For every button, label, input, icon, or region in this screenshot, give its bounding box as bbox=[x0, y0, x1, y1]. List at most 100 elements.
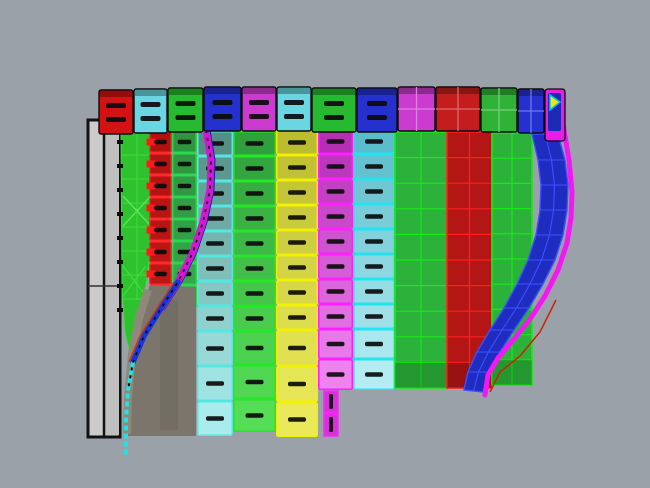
panel-label bbox=[288, 345, 306, 351]
wedge-brace-line bbox=[122, 195, 152, 227]
top-panel[interactable] bbox=[517, 88, 545, 134]
panel-clip-mark bbox=[146, 138, 156, 146]
panel-label bbox=[245, 191, 264, 196]
surface-rim-strip bbox=[482, 109, 575, 398]
panel-column-magenta-tab[interactable] bbox=[323, 390, 339, 437]
panel-top-face bbox=[169, 89, 202, 95]
panel-label bbox=[106, 117, 126, 122]
top-panel[interactable] bbox=[276, 86, 312, 132]
panel-top-face bbox=[205, 88, 240, 94]
edge-tick-marks bbox=[117, 140, 123, 312]
top-panel[interactable] bbox=[311, 87, 357, 133]
panel-label bbox=[326, 372, 345, 377]
panel-label bbox=[154, 249, 167, 255]
panel-top-face bbox=[135, 90, 166, 96]
panel-column-teal[interactable] bbox=[197, 131, 233, 436]
panel-column-red-grid[interactable] bbox=[446, 131, 493, 389]
cast-shadow-inner bbox=[160, 300, 178, 430]
panel-label bbox=[249, 114, 269, 119]
panel-label bbox=[365, 189, 383, 194]
panel-label bbox=[245, 216, 264, 221]
panel-label bbox=[245, 166, 264, 171]
panel-label bbox=[245, 345, 264, 351]
panel-label bbox=[326, 341, 345, 347]
panel-clip-mark bbox=[146, 270, 156, 278]
top-panel[interactable] bbox=[480, 87, 518, 133]
wedge-brace-line bbox=[122, 265, 147, 297]
panel-clip-mark bbox=[146, 160, 156, 168]
panel-column-green-grid[interactable] bbox=[394, 131, 448, 389]
panel-label bbox=[154, 183, 167, 189]
panel-column-cyan[interactable] bbox=[353, 129, 395, 390]
panel-label bbox=[177, 227, 192, 233]
panel-label bbox=[288, 265, 306, 270]
panel-label bbox=[206, 266, 224, 271]
panel-label bbox=[245, 316, 264, 321]
panel-label bbox=[288, 315, 306, 320]
panel[interactable] bbox=[311, 87, 357, 133]
tick-mark bbox=[117, 284, 123, 288]
panel[interactable] bbox=[203, 86, 242, 132]
panel-label bbox=[206, 381, 224, 386]
top-row-rim-block[interactable] bbox=[544, 88, 566, 142]
panel-label bbox=[177, 161, 192, 167]
section-curve-cyan-dashed bbox=[124, 361, 135, 455]
panel-label bbox=[367, 115, 387, 120]
panel-label bbox=[365, 372, 383, 377]
panel-column-yellow[interactable] bbox=[276, 130, 318, 437]
panel-label bbox=[140, 102, 161, 107]
panel[interactable] bbox=[356, 87, 398, 133]
tick-mark bbox=[117, 236, 123, 240]
panel-label bbox=[365, 214, 383, 219]
panel-clip-mark bbox=[146, 248, 156, 256]
panel-label bbox=[206, 346, 224, 351]
top-panel[interactable] bbox=[356, 87, 398, 133]
panel-label bbox=[245, 266, 264, 271]
panel[interactable] bbox=[98, 89, 134, 135]
panel[interactable] bbox=[276, 86, 312, 132]
panel-label bbox=[326, 289, 345, 294]
top-panel[interactable] bbox=[397, 86, 436, 132]
tick-mark bbox=[117, 188, 123, 192]
tick-mark bbox=[117, 164, 123, 168]
panel[interactable] bbox=[241, 86, 277, 132]
panel-label bbox=[288, 190, 306, 195]
panel-label bbox=[365, 239, 383, 244]
panel-label bbox=[206, 416, 224, 421]
panel-label bbox=[288, 165, 306, 170]
panel-label bbox=[365, 139, 383, 144]
panel-label bbox=[324, 101, 344, 106]
panel-top-face bbox=[100, 91, 132, 97]
panel[interactable] bbox=[133, 88, 168, 134]
panel-column-green[interactable] bbox=[233, 131, 276, 432]
panel-label bbox=[154, 271, 167, 277]
panel-label bbox=[177, 183, 192, 189]
grid-bottom-shade bbox=[395, 362, 447, 388]
top-panel[interactable] bbox=[98, 89, 134, 135]
panel-label bbox=[177, 249, 192, 255]
panel-label bbox=[324, 115, 344, 120]
panel-label bbox=[245, 291, 264, 296]
section-curve-orange-line bbox=[128, 281, 175, 363]
top-panel[interactable] bbox=[435, 86, 481, 132]
grid-bottom-shade bbox=[492, 359, 532, 385]
top-panel[interactable] bbox=[167, 87, 204, 133]
panel-label bbox=[177, 205, 192, 211]
top-panel-row bbox=[98, 86, 566, 142]
panel-label bbox=[326, 214, 345, 219]
panel-label bbox=[206, 241, 224, 246]
top-panel[interactable] bbox=[241, 86, 277, 132]
top-panel[interactable] bbox=[203, 86, 242, 132]
panel-clip-mark bbox=[146, 226, 156, 234]
panel-top-face bbox=[243, 88, 275, 94]
top-panel[interactable] bbox=[133, 88, 168, 134]
panel-top-face bbox=[358, 89, 396, 95]
panel-label bbox=[249, 100, 269, 105]
panel-label bbox=[367, 101, 387, 106]
panel-column-magenta[interactable] bbox=[318, 129, 353, 390]
panel-label bbox=[288, 140, 306, 145]
panel[interactable] bbox=[167, 87, 204, 133]
panel-clip-mark bbox=[146, 182, 156, 190]
